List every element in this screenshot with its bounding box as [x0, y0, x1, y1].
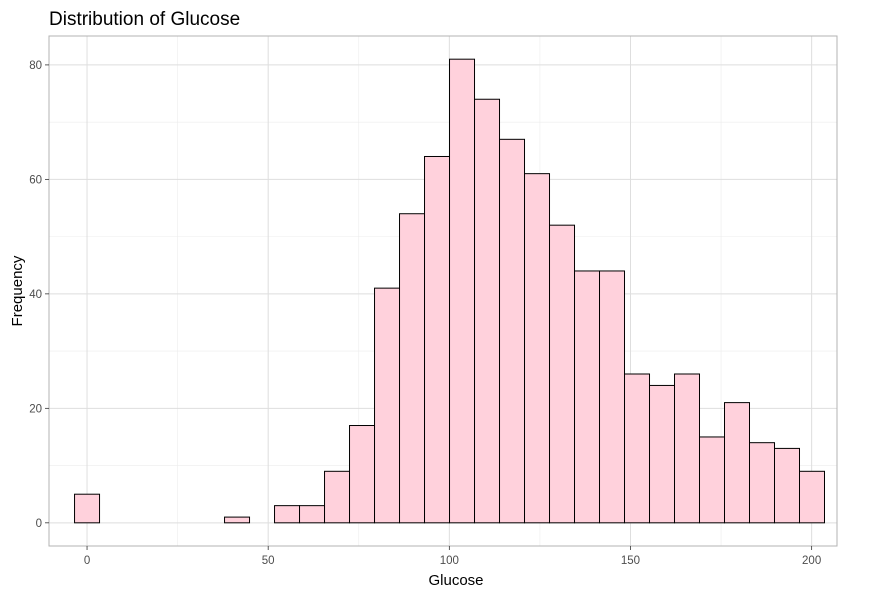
- histogram-bar-25: [699, 436, 726, 524]
- x-axis-title: Glucose: [428, 572, 483, 589]
- y-tick-label: 80: [29, 60, 42, 72]
- histogram-bar-27: [749, 442, 776, 524]
- y-tick-label: 20: [29, 403, 42, 415]
- x-tick-label: 50: [262, 555, 275, 567]
- histogram-bar-29: [799, 470, 826, 524]
- histogram-bar-24: [674, 373, 701, 524]
- histogram-bar-0: [74, 493, 101, 524]
- histogram-bar-13: [399, 213, 426, 524]
- histogram-bar-17: [499, 138, 526, 524]
- x-tick-label: 100: [440, 555, 459, 567]
- histogram-bar-26: [724, 402, 751, 524]
- histogram-bar-19: [549, 224, 576, 524]
- histogram-bar-14: [424, 155, 451, 524]
- y-tick-label: 40: [29, 289, 42, 301]
- histogram-bar-18: [524, 173, 551, 524]
- x-tick-label: 150: [621, 555, 640, 567]
- histogram-bar-21: [599, 270, 626, 524]
- histogram-bar-6: [224, 516, 251, 524]
- y-tick-label: 60: [29, 174, 42, 186]
- histogram-bar-9: [299, 505, 326, 524]
- histogram-bar-10: [324, 470, 351, 524]
- chart-title: Distribution of Glucose: [49, 9, 240, 30]
- x-tick-label: 0: [84, 555, 90, 567]
- histogram-bar-16: [474, 98, 501, 524]
- histogram-bar-15: [449, 58, 476, 524]
- histogram-bar-23: [649, 384, 676, 524]
- histogram-bar-11: [349, 425, 376, 524]
- panel-border: [48, 35, 838, 547]
- histogram-bar-20: [574, 270, 601, 524]
- histogram-bar-12: [374, 287, 401, 524]
- y-axis-title: Frequency: [9, 255, 26, 326]
- histogram-bar-22: [624, 373, 651, 524]
- histogram-bar-28: [774, 447, 801, 524]
- y-tick-label: 0: [36, 518, 42, 530]
- x-tick-label: 200: [802, 555, 821, 567]
- histogram-bar-8: [274, 505, 301, 524]
